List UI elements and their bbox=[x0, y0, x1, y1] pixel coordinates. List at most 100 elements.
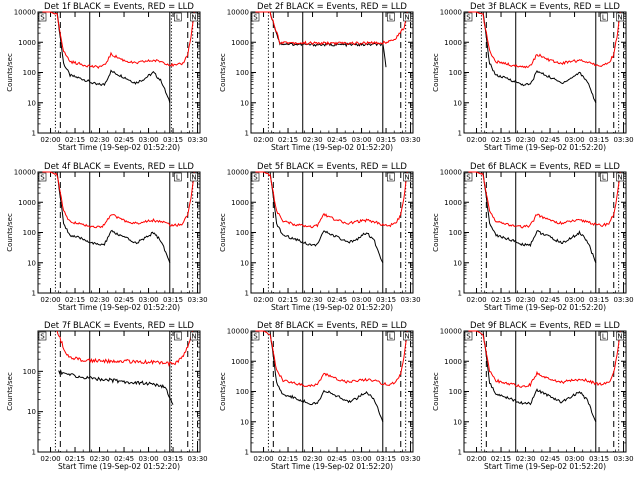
flag-label: S bbox=[466, 333, 471, 341]
flag-box bbox=[38, 12, 47, 22]
flag-label: N bbox=[404, 333, 409, 341]
x-tick-label: 03:30 bbox=[613, 455, 633, 463]
panel-6: Det 6f BLACK = Events, RED = LLD 1 10 100 10… bbox=[432, 162, 634, 312]
panel-title: Det 4f BLACK = Events, RED = LLD bbox=[44, 162, 194, 172]
x-tick-label: 02:15 bbox=[491, 296, 511, 304]
x-tick-label: 03:30 bbox=[187, 455, 207, 463]
x-tick-label: 03:00 bbox=[351, 296, 371, 304]
x-tick-label: 03:30 bbox=[400, 296, 420, 304]
series-line-lld bbox=[255, 171, 408, 229]
flag-box bbox=[174, 331, 182, 341]
y-tick-label: 100 bbox=[236, 388, 249, 396]
x-axis-label: Start Time (19-Sep-02 01:52:20) bbox=[58, 303, 180, 312]
y-tick-label: 1 bbox=[458, 449, 462, 457]
x-tick-label: 03:30 bbox=[613, 136, 633, 144]
panel-title: Det 2f BLACK = Events, RED = LLD bbox=[257, 2, 407, 12]
x-tick-label: 03:00 bbox=[138, 296, 158, 304]
series-line-events bbox=[56, 171, 171, 263]
y-tick-label: 1000 bbox=[444, 358, 462, 366]
y-tick-label: 1000 bbox=[231, 39, 249, 47]
y-tick-label: 10 bbox=[240, 418, 249, 426]
series-line-events bbox=[269, 11, 387, 68]
x-tick-label: 03:15 bbox=[589, 136, 609, 144]
series-line-lld bbox=[468, 11, 621, 69]
panel-9: Det 9f BLACK = Events, RED = LLD 1 10 100 10… bbox=[432, 321, 634, 471]
x-tick-label: 02:00 bbox=[40, 136, 60, 144]
y-tick-label: 10 bbox=[27, 99, 36, 107]
y-axis-label: Counts/sec bbox=[219, 53, 227, 92]
y-axis-label: Counts/sec bbox=[432, 372, 440, 411]
x-tick-label: 02:00 bbox=[40, 296, 60, 304]
x-tick-label: 02:45 bbox=[114, 455, 134, 463]
x-tick-label: 03:00 bbox=[138, 136, 158, 144]
flag-box bbox=[616, 172, 624, 182]
flag-box bbox=[387, 172, 395, 182]
flag-label: L bbox=[602, 333, 606, 341]
flag-label: S bbox=[466, 14, 471, 22]
series-line-events bbox=[269, 330, 384, 422]
x-tick-label: 02:30 bbox=[302, 136, 322, 144]
series-line-lld bbox=[56, 330, 194, 368]
flag-box bbox=[387, 12, 395, 22]
y-axis-label: Counts/sec bbox=[6, 372, 14, 411]
x-tick-label: 03:00 bbox=[564, 455, 584, 463]
flag-label: S bbox=[40, 14, 45, 22]
y-tick-label: 100 bbox=[23, 368, 36, 376]
x-tick-label: 02:00 bbox=[253, 296, 273, 304]
flag-label: L bbox=[389, 14, 393, 22]
series-line-lld bbox=[255, 330, 408, 388]
x-tick-label: 03:15 bbox=[376, 455, 396, 463]
x-axis-label: Start Time (19-Sep-02 01:52:20) bbox=[484, 462, 606, 471]
panel-3: Det 3f BLACK = Events, RED = LLD 1 10 100 10… bbox=[432, 2, 634, 152]
flag-box bbox=[464, 331, 473, 341]
flag-label: S bbox=[466, 174, 471, 182]
x-tick-label: 02:00 bbox=[40, 455, 60, 463]
plot-frame bbox=[463, 11, 627, 134]
x-tick-label: 02:15 bbox=[65, 455, 85, 463]
panel-title: Det 5f BLACK = Events, RED = LLD bbox=[257, 162, 407, 172]
flag-box bbox=[464, 12, 473, 22]
y-tick-label: 10000 bbox=[440, 328, 462, 336]
flag-box bbox=[403, 12, 411, 22]
y-axis-label: Counts/sec bbox=[6, 213, 14, 252]
plot-frame bbox=[37, 11, 201, 134]
x-tick-label: 03:30 bbox=[187, 136, 207, 144]
flag-box bbox=[403, 331, 411, 341]
x-tick-label: 03:30 bbox=[613, 296, 633, 304]
y-tick-label: 1 bbox=[32, 449, 36, 457]
x-tick-label: 02:15 bbox=[278, 296, 298, 304]
x-tick-label: 02:15 bbox=[65, 296, 85, 304]
x-tick-label: 02:15 bbox=[491, 455, 511, 463]
y-tick-label: 10 bbox=[240, 99, 249, 107]
flag-box bbox=[251, 331, 260, 341]
y-tick-label: 1000 bbox=[444, 199, 462, 207]
flag-label: N bbox=[617, 333, 622, 341]
flag-label: S bbox=[253, 174, 258, 182]
flag-box bbox=[600, 331, 608, 341]
flag-label: L bbox=[602, 14, 606, 22]
series-line-lld bbox=[255, 11, 408, 46]
x-tick-label: 03:00 bbox=[138, 455, 158, 463]
series-line-events bbox=[482, 11, 597, 103]
y-tick-label: 1000 bbox=[18, 39, 36, 47]
y-tick-label: 100 bbox=[236, 69, 249, 77]
flag-box bbox=[190, 12, 198, 22]
y-tick-label: 10000 bbox=[227, 328, 249, 336]
flag-box bbox=[464, 172, 473, 182]
flag-label: L bbox=[176, 333, 180, 341]
x-tick-label: 02:45 bbox=[327, 455, 347, 463]
x-tick-label: 03:00 bbox=[351, 136, 371, 144]
x-tick-label: 03:15 bbox=[163, 136, 183, 144]
x-tick-label: 02:00 bbox=[466, 455, 486, 463]
series-line-events bbox=[58, 368, 174, 405]
y-axis-label: Counts/sec bbox=[219, 213, 227, 252]
plot-frame bbox=[250, 330, 414, 453]
x-axis-label: Start Time (19-Sep-02 01:52:20) bbox=[271, 143, 393, 152]
x-tick-label: 02:30 bbox=[302, 296, 322, 304]
y-tick-label: 1 bbox=[245, 290, 249, 298]
y-tick-label: 10 bbox=[240, 259, 249, 267]
flag-label: L bbox=[602, 174, 606, 182]
flag-box bbox=[387, 331, 395, 341]
x-axis-label: Start Time (19-Sep-02 01:52:20) bbox=[271, 303, 393, 312]
x-tick-label: 02:15 bbox=[278, 136, 298, 144]
